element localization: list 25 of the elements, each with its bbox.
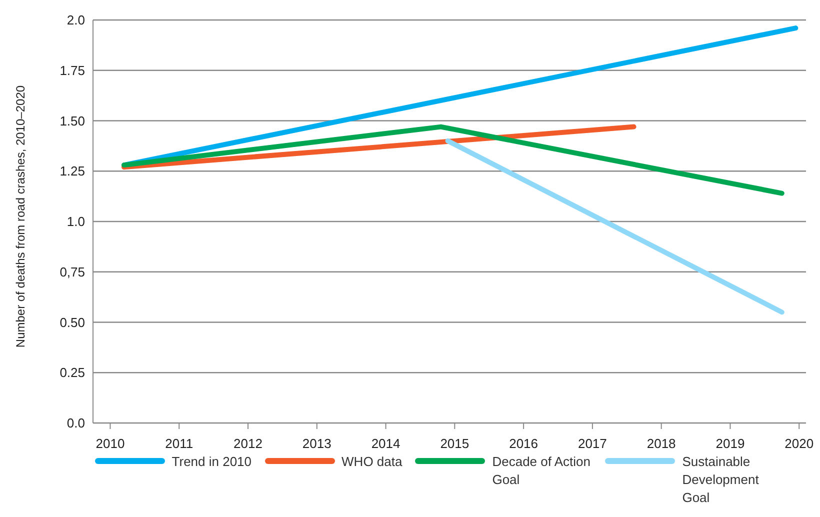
x-tick-label: 2020: [784, 436, 814, 452]
y-axis-title: Number of deaths from road crashes, 2010–2020: [13, 85, 28, 348]
y-tick-label: 2.0: [66, 12, 85, 28]
y-tick-label: 0,75: [60, 264, 85, 280]
legend-label: Trend in 2010: [172, 453, 252, 471]
legend-label: Sustainable Development Goal: [682, 453, 760, 507]
x-tick-label: 2012: [234, 436, 262, 452]
x-tick-label: 2014: [371, 436, 400, 452]
y-tick-label: 1.25: [60, 164, 85, 179]
x-tick-label: 2019: [716, 436, 745, 452]
x-tick-label: 2015: [440, 436, 470, 452]
x-tick-label: 2010: [96, 436, 125, 452]
y-tick-label: 0.25: [60, 365, 85, 380]
x-tick-label: 2017: [578, 436, 607, 452]
x-tick-label: 2016: [509, 436, 538, 452]
legend-label: WHO data: [342, 453, 402, 471]
legend-label: Decade of Action Goal: [492, 453, 592, 489]
x-tick-label: 2013: [302, 436, 332, 452]
x-tick-label: 2018: [646, 436, 676, 452]
y-tick-label: 1.75: [60, 62, 85, 78]
y-tick-label: 0.50: [60, 314, 85, 330]
y-tick-label: 1.0: [66, 214, 85, 230]
x-tick-label: 2011: [165, 436, 194, 452]
y-tick-label: 0.0: [66, 416, 85, 431]
y-tick-label: 1.50: [60, 113, 85, 128]
